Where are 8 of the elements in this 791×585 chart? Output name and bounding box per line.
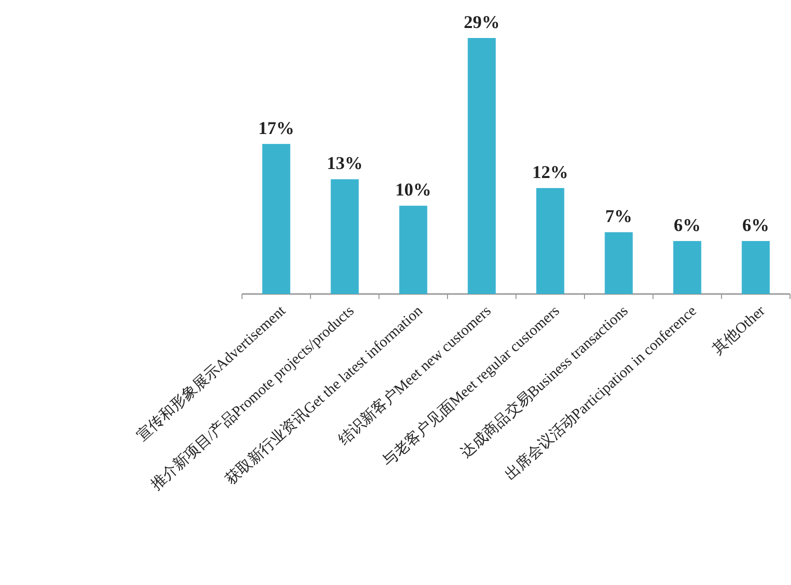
data-label: 6% (674, 215, 701, 236)
data-label: 12% (532, 162, 568, 182)
data-label: 13% (326, 153, 363, 174)
data-label: 7% (605, 206, 632, 226)
data-label: 29% (464, 12, 500, 32)
data-label: 17% (258, 118, 294, 138)
data-label: 10% (395, 180, 432, 200)
data-label: 6% (742, 215, 770, 236)
